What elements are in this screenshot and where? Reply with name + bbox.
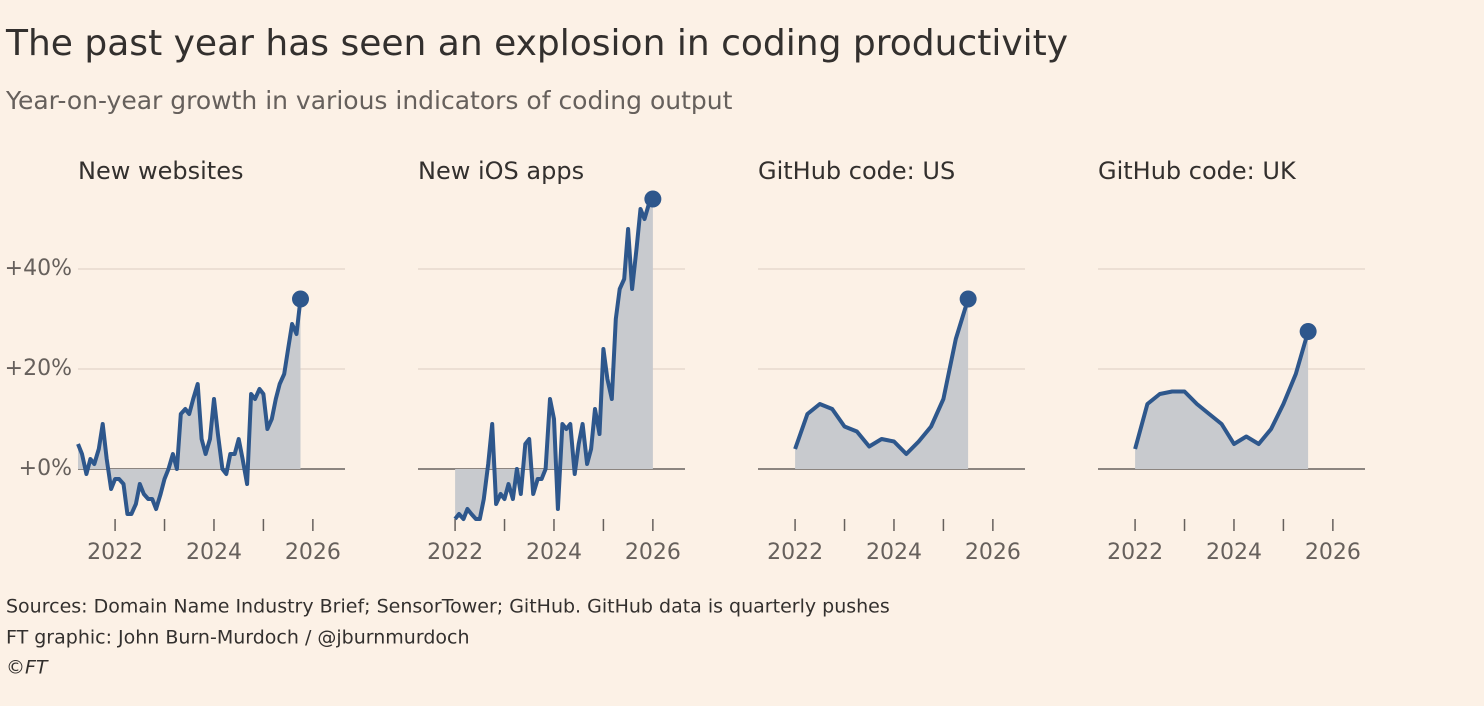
y-tick-label: +0% bbox=[19, 456, 72, 481]
x-tick-label: 2022 bbox=[427, 540, 483, 565]
x-tick-label: 2026 bbox=[965, 540, 1021, 565]
line bbox=[1133, 330, 1311, 450]
panel-title: New iOS apps bbox=[418, 157, 584, 185]
chart-title: The past year has seen an explosion in c… bbox=[5, 23, 1068, 64]
credit-note: FT graphic: John Burn-Murdoch / @jburnmu… bbox=[6, 627, 470, 649]
chart-subtitle: Year-on-year growth in various indicator… bbox=[5, 86, 733, 115]
y-tick-label: +40% bbox=[5, 256, 72, 281]
x-tick-label: 2026 bbox=[1305, 540, 1361, 565]
end-marker bbox=[1299, 323, 1317, 340]
x-tick-label: 2026 bbox=[285, 540, 341, 565]
line bbox=[453, 197, 655, 521]
panel-title: New websites bbox=[78, 157, 243, 185]
line bbox=[76, 298, 303, 516]
x-tick-label: 2024 bbox=[1206, 540, 1262, 565]
y-tick-label: +20% bbox=[5, 356, 72, 381]
panel-title: GitHub code: US bbox=[758, 157, 955, 185]
end-marker bbox=[959, 290, 977, 308]
x-tick-label: 2022 bbox=[767, 540, 823, 565]
x-tick-label: 2026 bbox=[625, 540, 681, 565]
end-marker bbox=[292, 290, 309, 308]
end-marker bbox=[644, 190, 662, 208]
x-tick-label: 2022 bbox=[87, 540, 143, 565]
source-note: Sources: Domain Name Industry Brief; Sen… bbox=[6, 596, 890, 618]
copyright: ©FT bbox=[6, 657, 49, 679]
area bbox=[455, 199, 653, 519]
x-tick-label: 2022 bbox=[1107, 540, 1163, 565]
area bbox=[1135, 331, 1309, 469]
x-tick-label: 2024 bbox=[866, 540, 922, 565]
line bbox=[793, 298, 971, 456]
x-tick-label: 2024 bbox=[526, 540, 582, 565]
x-tick-label: 2024 bbox=[186, 540, 242, 565]
panel-title: GitHub code: UK bbox=[1098, 157, 1297, 185]
area bbox=[78, 299, 301, 514]
area bbox=[795, 299, 969, 469]
